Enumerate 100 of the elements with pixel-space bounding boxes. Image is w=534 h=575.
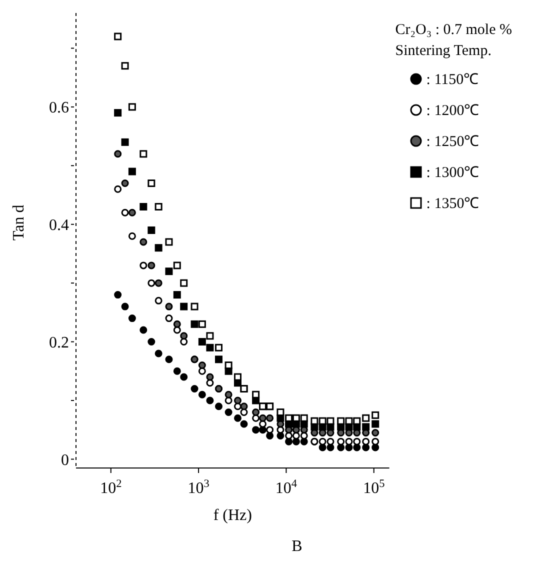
point	[165, 356, 173, 364]
point	[140, 202, 148, 210]
point	[362, 444, 370, 452]
point	[285, 432, 293, 440]
text: B	[290, 538, 304, 556]
point	[148, 262, 156, 270]
point	[345, 417, 353, 425]
point	[337, 444, 345, 452]
point	[318, 417, 326, 425]
point	[165, 268, 173, 276]
point	[180, 302, 188, 310]
point	[148, 180, 156, 188]
point	[180, 279, 188, 287]
point	[121, 62, 129, 70]
legend-label: : 1300℃	[426, 164, 480, 182]
point	[353, 417, 361, 425]
point	[266, 414, 274, 422]
point	[362, 423, 370, 431]
point	[180, 373, 188, 381]
x-tick-label: 10$^{5}$	[363, 478, 386, 497]
point	[165, 302, 173, 310]
point	[266, 432, 274, 440]
legend-label: : 1250℃	[426, 133, 480, 151]
point	[362, 438, 370, 446]
point	[224, 396, 232, 404]
point	[114, 185, 122, 193]
point	[372, 420, 380, 428]
point	[190, 302, 198, 310]
point	[337, 438, 345, 446]
point	[140, 326, 148, 334]
point	[372, 429, 380, 437]
point	[362, 414, 370, 422]
point	[140, 150, 148, 158]
point	[165, 314, 173, 322]
point	[224, 362, 232, 370]
point	[190, 384, 198, 392]
point	[154, 296, 162, 304]
point	[318, 438, 326, 446]
point	[198, 367, 206, 375]
legend-label: : 1350℃	[426, 195, 480, 213]
point	[140, 238, 148, 246]
point	[258, 414, 266, 422]
point	[114, 291, 122, 299]
point	[326, 417, 334, 425]
point	[173, 326, 181, 334]
x-tick-label: 10$^{4}$	[275, 478, 298, 497]
legend-title: Sintering Temp.	[395, 43, 492, 60]
point	[148, 338, 156, 346]
point	[224, 408, 232, 416]
point	[114, 109, 122, 117]
point	[165, 238, 173, 246]
point	[372, 444, 380, 452]
point	[206, 332, 214, 340]
y-tick-label: 0	[61, 452, 69, 469]
point	[206, 344, 214, 352]
point	[154, 350, 162, 358]
point	[206, 379, 214, 387]
point	[114, 150, 122, 158]
point	[173, 367, 181, 375]
point	[234, 373, 242, 381]
point	[345, 444, 353, 452]
point	[224, 390, 232, 398]
point	[121, 302, 129, 310]
point	[214, 356, 222, 364]
point	[180, 338, 188, 346]
point	[353, 444, 361, 452]
point	[198, 320, 206, 328]
y-tick-label: 0.4	[49, 217, 69, 234]
point	[214, 344, 222, 352]
x-axis-title: f (Hz)	[213, 507, 252, 524]
point	[180, 332, 188, 340]
point	[190, 320, 198, 328]
point	[285, 414, 293, 422]
y-tick-label: 0.6	[49, 100, 69, 117]
point	[258, 426, 266, 434]
x-tick-label: 10$^{3}$	[188, 478, 210, 497]
point	[345, 438, 353, 446]
point	[154, 279, 162, 287]
point	[292, 414, 300, 422]
point	[140, 262, 148, 270]
point	[234, 414, 242, 422]
point	[353, 438, 361, 446]
point	[292, 432, 300, 440]
point	[173, 320, 181, 328]
point	[154, 202, 162, 210]
point	[198, 362, 206, 370]
point	[114, 32, 122, 40]
point	[173, 262, 181, 270]
point	[258, 420, 266, 428]
point	[310, 417, 318, 425]
point	[121, 180, 129, 188]
point	[372, 411, 380, 419]
point	[276, 408, 284, 416]
point	[326, 438, 334, 446]
point	[206, 396, 214, 404]
point	[173, 291, 181, 299]
legend-label: : 1200℃	[426, 102, 480, 120]
point	[266, 426, 274, 434]
text: Cr₂O₃ : 0.7 mole %	[395, 22, 512, 39]
legend-label: : 1150℃	[426, 71, 479, 89]
